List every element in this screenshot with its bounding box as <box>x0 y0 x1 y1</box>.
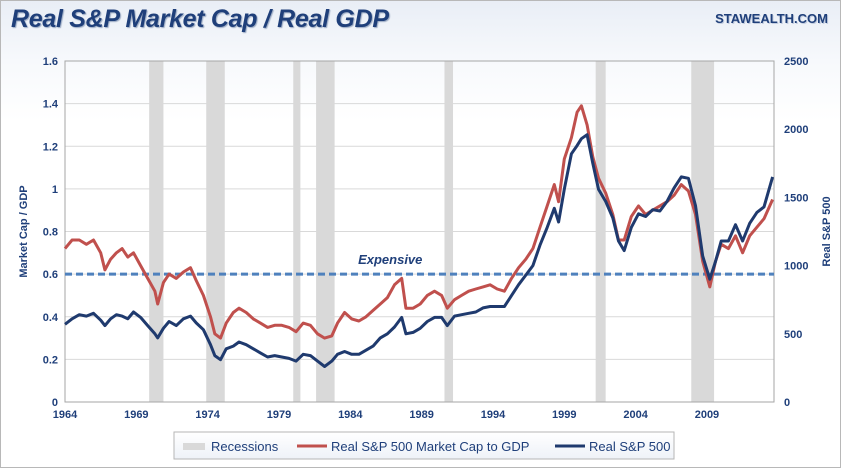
x-tick-label: 1979 <box>267 409 291 421</box>
y-tick-label: 0.2 <box>43 354 58 366</box>
x-tick-label: 2004 <box>623 409 648 421</box>
recession-band <box>595 61 606 402</box>
x-tick-label: 1974 <box>195 409 220 421</box>
series-line-real-sp500 <box>64 133 775 368</box>
recession-bands <box>149 61 715 402</box>
x-tick-label: 1969 <box>124 409 148 421</box>
y2-tick-label: 0 <box>784 397 790 409</box>
legend: Recessions Real S&P 500 Market Cap to GD… <box>173 431 675 460</box>
y2-tick-label: 500 <box>784 329 802 341</box>
x-tick-label: 1994 <box>481 409 506 421</box>
gridlines <box>65 60 774 403</box>
recession-band <box>206 61 225 402</box>
series-lines <box>63 104 775 368</box>
x-tick-label: 1984 <box>338 409 363 421</box>
y2-tick-label: 1000 <box>784 261 808 273</box>
y2-tick-label: 2000 <box>784 124 808 136</box>
recession-band <box>316 61 335 402</box>
x-axis-ticks: 1964 1969 1974 1979 1984 1989 1994 1999 2004 2009 <box>53 409 719 421</box>
brand-watermark: STAWEALTH.COM <box>715 11 828 26</box>
recession-band <box>149 61 164 402</box>
legend-box <box>173 431 675 460</box>
recession-band <box>691 61 715 402</box>
y2-tick-label: 2500 <box>784 56 808 68</box>
y-tick-label: 0 <box>52 397 58 409</box>
right-axis-title: Real S&P 500 <box>821 196 833 266</box>
y2-tick-label: 1500 <box>784 192 808 204</box>
recession-band <box>293 61 301 402</box>
left-axis-title: Market Cap / GDP <box>18 185 30 277</box>
y-tick-label: 1.6 <box>43 56 58 68</box>
legend-swatch-recessions <box>183 443 205 450</box>
y-tick-label: 1.4 <box>43 99 59 111</box>
left-axis-ticks: 0 0.2 0.4 0.6 0.8 1 1.2 1.4 1.6 <box>43 56 59 409</box>
y-tick-label: 1 <box>52 184 58 196</box>
legend-label-market-cap: Real S&P 500 Market Cap to GDP <box>331 439 529 454</box>
legend-label-real-sp500: Real S&P 500 <box>589 439 670 454</box>
y-tick-label: 1.2 <box>43 141 58 153</box>
x-tick-label: 2009 <box>695 409 719 421</box>
plot-area-border <box>64 60 775 403</box>
right-axis-ticks: 0 500 1000 1500 2000 2500 <box>784 56 808 409</box>
x-tick-label: 1989 <box>409 409 433 421</box>
expensive-label: Expensive <box>358 252 422 267</box>
y-tick-label: 0.6 <box>43 269 58 281</box>
x-tick-label: 1999 <box>552 409 576 421</box>
y-tick-label: 0.4 <box>43 312 59 324</box>
recession-band <box>444 61 454 402</box>
legend-label-recessions: Recessions <box>211 439 279 454</box>
chart-title: Real S&P Market Cap / Real GDP <box>11 5 389 33</box>
series-line-market-cap-to-gdp <box>63 104 774 340</box>
y-tick-label: 0.8 <box>43 227 58 239</box>
x-tick-label: 1964 <box>53 409 78 421</box>
